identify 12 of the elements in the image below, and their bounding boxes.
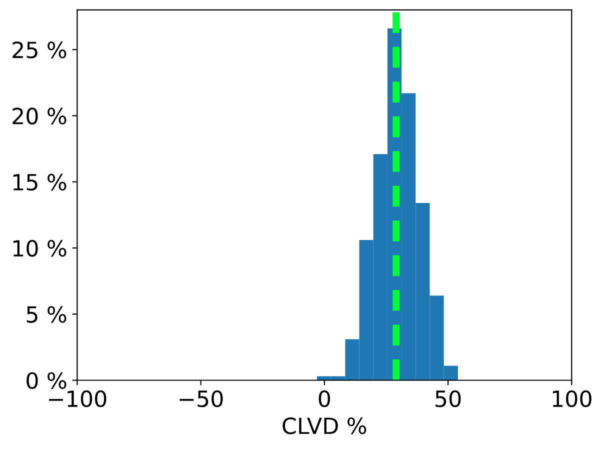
y-tick-label: 10 % [13,240,66,257]
y-tick-label: 0 % [26,372,66,390]
y-tick-label: 5 % [26,306,66,323]
x-tick-label: 0 [318,390,330,408]
y-tick-label: 25 % [12,42,66,58]
x-axis-title: CLVD % [282,417,366,434]
x-tick-label: −100 [49,390,106,408]
x-tick-label: −50 [180,390,223,408]
y-tick-label: 15 % [13,174,66,191]
y-tick-label: 20 % [12,108,66,124]
x-tick-label: 100 [552,390,592,408]
x-tick-label: 50 [436,390,461,408]
